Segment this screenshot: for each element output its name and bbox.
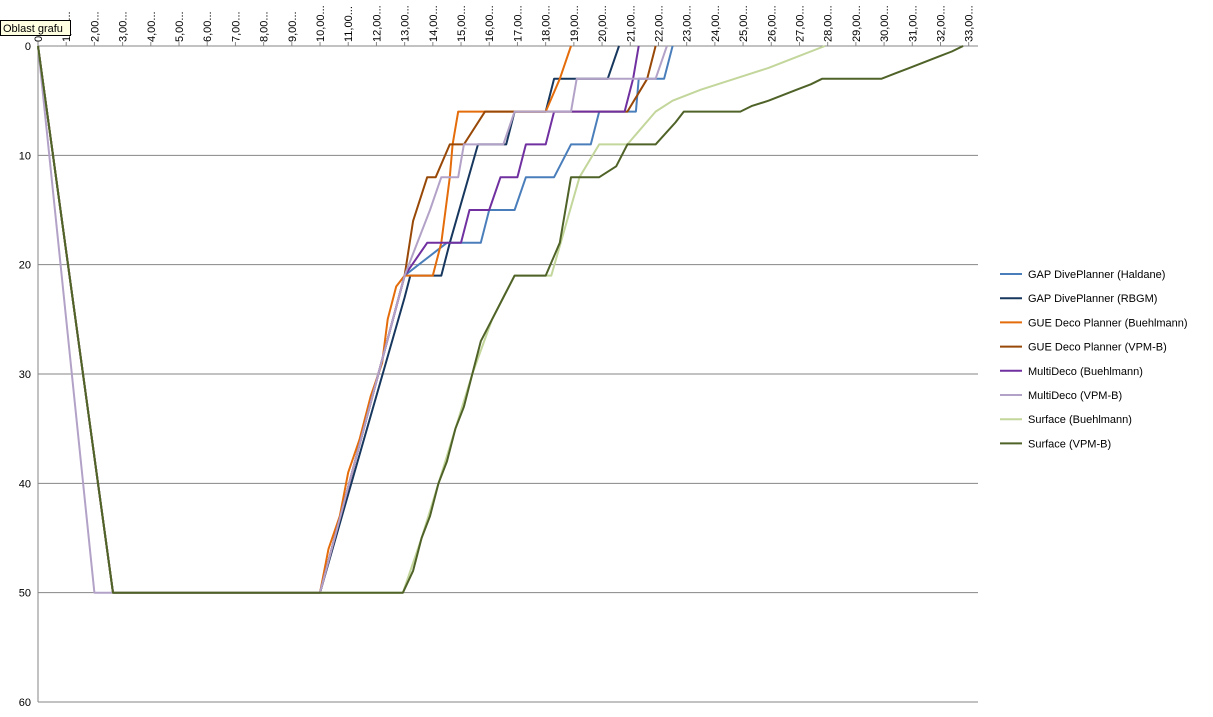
legend-label: GUE Deco Planner (VPM-B) [1028, 342, 1167, 354]
x-tick-label: 7,00... [230, 11, 242, 42]
x-tick-label: 4,00... [146, 11, 158, 42]
x-tick-label: 11,00... [343, 6, 355, 42]
legend-label: Surface (VPM-B) [1028, 438, 1111, 450]
x-tick-label: 0 [33, 36, 45, 42]
x-tick-label: 15,00... [456, 5, 468, 42]
y-tick-label: 50 [19, 588, 31, 600]
x-tick-label: 17,00... [512, 5, 524, 42]
x-tick-label: 32,00... [935, 5, 947, 42]
x-tick-label: 18,00... [541, 5, 553, 42]
x-tick-label: 31,00... [907, 5, 919, 42]
legend-label: GAP DivePlanner (Haldane) [1028, 269, 1165, 281]
y-tick-label: 40 [19, 478, 31, 490]
x-tick-label: 2,00... [89, 11, 101, 42]
x-tick-label: 8,00... [259, 11, 271, 42]
series-line [37, 45, 572, 594]
tooltip-box [0, 20, 71, 36]
x-tick-label: 16,00... [484, 5, 496, 42]
legend-label: MultiDeco (VPM-B) [1028, 390, 1122, 402]
x-tick-label: 26,00... [766, 5, 778, 42]
x-tick-label: 9,00... [287, 11, 299, 42]
x-tick-label: 12,00... [371, 5, 383, 42]
x-tick-label: 14,00... [428, 5, 440, 42]
x-tick-label: 27,00... [794, 5, 806, 42]
x-tick-label: 22,00... [653, 5, 665, 42]
legend-label: MultiDeco (Buehlmann) [1028, 366, 1143, 378]
y-tick-label: 20 [19, 260, 31, 272]
x-tick-label: 29,00... [851, 5, 863, 42]
y-tick-label: 0 [25, 41, 31, 53]
legend-label: Surface (Buehlmann) [1028, 414, 1132, 426]
x-tick-label: 3,00... [118, 11, 130, 42]
legend-label: GUE Deco Planner (Buehlmann) [1028, 317, 1188, 329]
x-tick-label: 5,00... [174, 11, 186, 42]
x-tick-label: 30,00... [879, 5, 891, 42]
x-tick-label: 19,00... [569, 5, 581, 42]
series-line [37, 45, 668, 594]
x-tick-label: 21,00... [625, 5, 637, 42]
x-tick-label: 23,00... [682, 5, 694, 42]
x-tick-label: 33,00... [964, 5, 976, 42]
x-tick-label: 10,00... [315, 5, 327, 42]
x-tick-label: 20,00... [597, 5, 609, 42]
x-tick-label: 24,00... [710, 5, 722, 42]
y-tick-label: 30 [19, 369, 31, 381]
x-tick-label: 28,00... [823, 5, 835, 42]
series-line [37, 45, 964, 594]
y-tick-label: 10 [19, 150, 31, 162]
x-tick-label: 13,00... [400, 5, 412, 42]
tooltip: Oblast grafu [3, 23, 63, 35]
x-tick-label: 6,00... [202, 11, 214, 42]
legend-label: GAP DivePlanner (RBGM) [1028, 293, 1157, 305]
x-tick-label: 25,00... [738, 5, 750, 42]
y-tick-label: 60 [19, 697, 31, 709]
